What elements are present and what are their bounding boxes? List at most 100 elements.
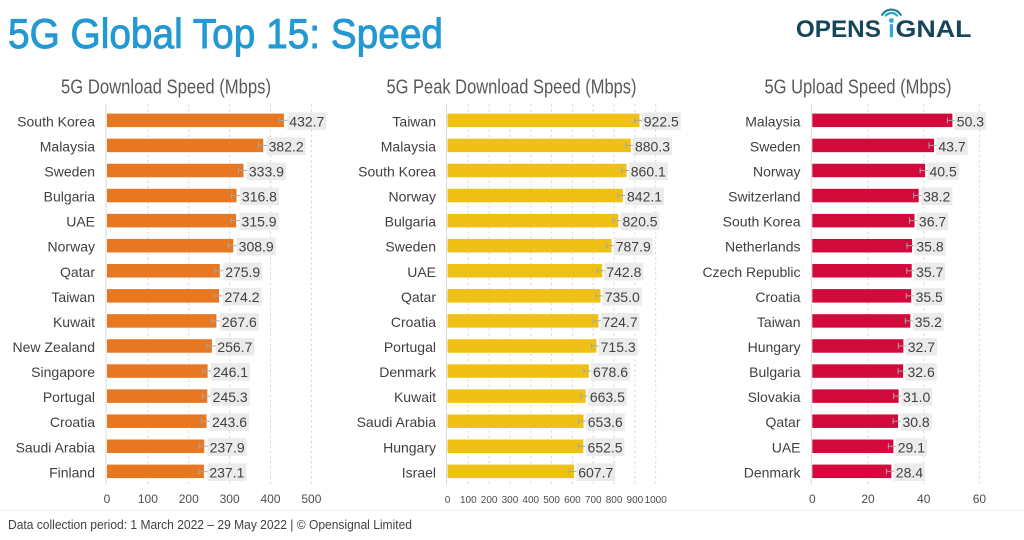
svg-text:35.7: 35.7 — [916, 264, 943, 280]
svg-text:50.3: 50.3 — [957, 113, 984, 129]
svg-text:Hungary: Hungary — [383, 439, 436, 455]
svg-text:0: 0 — [104, 492, 111, 506]
svg-text:Qatar: Qatar — [60, 264, 95, 280]
svg-text:700: 700 — [585, 495, 602, 506]
svg-text:South Korea: South Korea — [723, 214, 801, 230]
svg-text:715.3: 715.3 — [601, 339, 636, 355]
svg-text:36.7: 36.7 — [919, 214, 946, 230]
svg-text:308.9: 308.9 — [239, 239, 274, 255]
svg-text:28.4: 28.4 — [896, 464, 923, 480]
svg-text:Taiwan: Taiwan — [392, 113, 436, 129]
svg-text:Data collection period: 1 Marc: Data collection period: 1 March 2022 – 2… — [8, 518, 412, 532]
svg-text:Sweden: Sweden — [750, 138, 801, 154]
svg-text:32.6: 32.6 — [907, 364, 934, 380]
svg-text:43.7: 43.7 — [938, 138, 965, 154]
svg-text:922.5: 922.5 — [644, 113, 679, 129]
svg-text:735.0: 735.0 — [605, 289, 640, 305]
svg-text:35.2: 35.2 — [915, 314, 942, 330]
svg-text:5G Global Top 15: Speed: 5G Global Top 15: Speed — [8, 10, 443, 57]
svg-text:607.7: 607.7 — [578, 464, 613, 480]
svg-text:Netherlands: Netherlands — [725, 239, 801, 255]
svg-text:0: 0 — [809, 492, 816, 506]
svg-text:820.5: 820.5 — [623, 214, 658, 230]
svg-text:315.9: 315.9 — [242, 214, 277, 230]
svg-text:900: 900 — [627, 495, 644, 506]
svg-text:400: 400 — [261, 492, 281, 506]
svg-text:UAE: UAE — [772, 439, 801, 455]
svg-text:237.9: 237.9 — [210, 439, 245, 455]
svg-text:600: 600 — [564, 495, 581, 506]
svg-text:Singapore: Singapore — [31, 364, 95, 380]
svg-text:Malaysia: Malaysia — [40, 138, 95, 154]
svg-text:663.5: 663.5 — [590, 389, 625, 405]
svg-text:35.8: 35.8 — [916, 239, 943, 255]
svg-text:237.1: 237.1 — [209, 464, 244, 480]
svg-text:0: 0 — [445, 495, 451, 506]
svg-text:5G Peak Download Speed (Mbps): 5G Peak Download Speed (Mbps) — [387, 77, 637, 99]
svg-text:256.7: 256.7 — [217, 339, 252, 355]
svg-text:5G Download Speed (Mbps): 5G Download Speed (Mbps) — [61, 77, 271, 99]
svg-text:Denmark: Denmark — [744, 464, 802, 480]
svg-text:Norway: Norway — [48, 239, 95, 255]
svg-text:Croatia: Croatia — [391, 314, 436, 330]
svg-text:Saudi Arabia: Saudi Arabia — [357, 414, 437, 430]
svg-text:Croatia: Croatia — [755, 289, 800, 305]
svg-text:652.5: 652.5 — [588, 439, 623, 455]
svg-text:333.9: 333.9 — [249, 163, 284, 179]
svg-text:40: 40 — [917, 492, 931, 506]
svg-text:GNAL: GNAL — [896, 16, 972, 43]
svg-text:Portugal: Portugal — [43, 389, 95, 405]
svg-text:Switzerland: Switzerland — [728, 189, 800, 205]
svg-text:267.6: 267.6 — [222, 314, 257, 330]
svg-text:20: 20 — [861, 492, 875, 506]
svg-text:Qatar: Qatar — [765, 414, 800, 430]
svg-text:Bulgaria: Bulgaria — [749, 364, 801, 380]
svg-text:35.5: 35.5 — [916, 289, 943, 305]
svg-text:1000: 1000 — [645, 495, 668, 506]
svg-text:Taiwan: Taiwan — [51, 289, 95, 305]
svg-text:Norway: Norway — [753, 163, 800, 179]
svg-text:South Korea: South Korea — [17, 113, 95, 129]
svg-text:880.3: 880.3 — [635, 138, 670, 154]
svg-text:500: 500 — [301, 492, 321, 506]
svg-text:653.6: 653.6 — [588, 414, 623, 430]
svg-text:742.8: 742.8 — [606, 264, 641, 280]
svg-text:724.7: 724.7 — [603, 314, 638, 330]
svg-text:860.1: 860.1 — [631, 163, 666, 179]
svg-text:243.6: 243.6 — [212, 414, 247, 430]
svg-text:Kuwait: Kuwait — [394, 389, 436, 405]
svg-text:678.6: 678.6 — [593, 364, 628, 380]
svg-text:Saudi Arabia: Saudi Arabia — [16, 439, 96, 455]
svg-text:Hungary: Hungary — [748, 339, 801, 355]
svg-text:300: 300 — [220, 492, 240, 506]
svg-text:100: 100 — [460, 495, 477, 506]
svg-text:Sweden: Sweden — [385, 239, 436, 255]
svg-text:246.1: 246.1 — [213, 364, 248, 380]
svg-text:842.1: 842.1 — [627, 189, 662, 205]
svg-text:300: 300 — [502, 495, 519, 506]
svg-text:South Korea: South Korea — [358, 163, 436, 179]
svg-text:Czech Republic: Czech Republic — [702, 264, 800, 280]
svg-text:Bulgaria: Bulgaria — [44, 189, 96, 205]
svg-text:400: 400 — [522, 495, 539, 506]
svg-text:38.2: 38.2 — [923, 189, 950, 205]
svg-text:200: 200 — [179, 492, 199, 506]
svg-text:UAE: UAE — [407, 264, 436, 280]
svg-text:316.8: 316.8 — [242, 189, 277, 205]
svg-text:29.1: 29.1 — [898, 439, 925, 455]
svg-text:Finland: Finland — [49, 464, 95, 480]
svg-text:Malaysia: Malaysia — [381, 138, 436, 154]
svg-text:31.0: 31.0 — [903, 389, 930, 405]
svg-text:274.2: 274.2 — [224, 289, 259, 305]
svg-text:100: 100 — [138, 492, 158, 506]
svg-text:New Zealand: New Zealand — [13, 339, 96, 355]
svg-text:UAE: UAE — [66, 214, 95, 230]
svg-text:Portugal: Portugal — [384, 339, 436, 355]
svg-text:Malaysia: Malaysia — [745, 113, 800, 129]
svg-text:800: 800 — [606, 495, 623, 506]
svg-text:787.9: 787.9 — [616, 239, 651, 255]
svg-text:Israel: Israel — [402, 464, 436, 480]
svg-text:30.8: 30.8 — [902, 414, 929, 430]
svg-text:245.3: 245.3 — [213, 389, 248, 405]
svg-text:Norway: Norway — [389, 189, 436, 205]
